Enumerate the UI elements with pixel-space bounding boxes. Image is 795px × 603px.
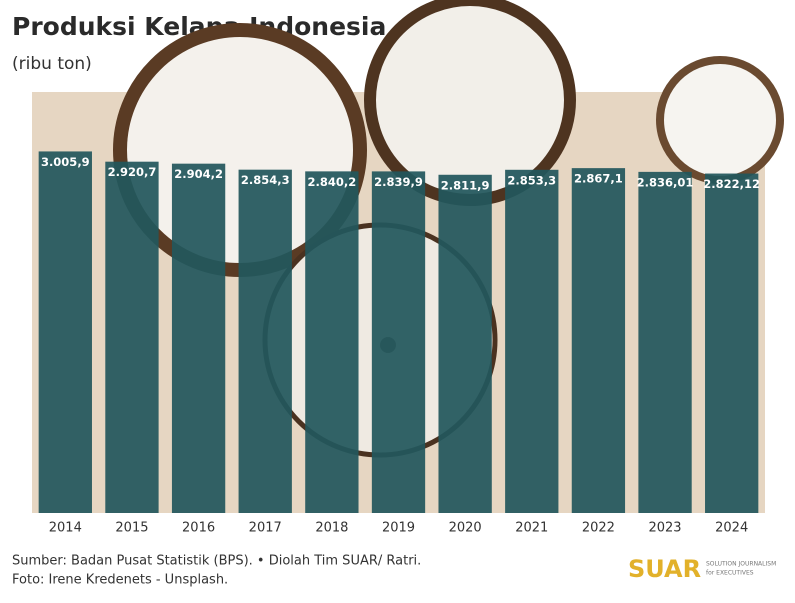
value-label: 2.920,7 <box>108 165 157 179</box>
photo-credit: Foto: Irene Kredenets - Unsplash. <box>12 573 228 588</box>
value-label: 2.836,01 <box>637 175 694 189</box>
x-tick-label: 2015 <box>115 521 148 536</box>
x-tick-label: 2017 <box>249 521 282 536</box>
bar <box>505 169 559 514</box>
value-label: 2.854,3 <box>241 173 290 187</box>
logo-tagline: SOLUTION JOURNALISM <box>706 561 776 568</box>
x-tick-label: 2016 <box>182 521 215 536</box>
value-label: 2.811,9 <box>441 178 490 192</box>
x-tick-label: 2023 <box>648 521 681 536</box>
value-label: 2.839,9 <box>374 175 423 189</box>
bar <box>238 169 292 513</box>
value-label: 3.005,9 <box>41 155 90 169</box>
bar <box>438 174 492 513</box>
x-tick-label: 2019 <box>382 521 415 536</box>
x-tick-label: 2024 <box>715 521 748 536</box>
bar <box>305 171 359 514</box>
bar <box>371 171 426 513</box>
value-label: 2.904,2 <box>174 167 223 181</box>
x-tick-label: 2021 <box>515 521 548 536</box>
bar <box>38 151 92 513</box>
value-label: 2.867,1 <box>574 172 623 186</box>
logo-tagline: for EXECUTIVES <box>706 570 754 577</box>
bar <box>638 171 692 513</box>
bar <box>171 163 226 513</box>
source-note: Sumber: Badan Pusat Statistik (BPS). • D… <box>12 554 421 569</box>
bar <box>571 168 626 513</box>
x-tick-label: 2014 <box>49 521 82 536</box>
x-tick-label: 2018 <box>315 521 348 536</box>
value-label: 2.840,2 <box>307 175 356 189</box>
bar <box>705 173 759 513</box>
value-label: 2.822,12 <box>703 177 760 191</box>
x-tick-label: 2022 <box>582 521 615 536</box>
logo: SUAR <box>628 555 701 583</box>
value-label: 2.853,3 <box>507 173 556 187</box>
chart-subtitle: (ribu ton) <box>12 54 92 74</box>
x-tick-label: 2020 <box>449 521 482 536</box>
bar <box>105 161 159 513</box>
